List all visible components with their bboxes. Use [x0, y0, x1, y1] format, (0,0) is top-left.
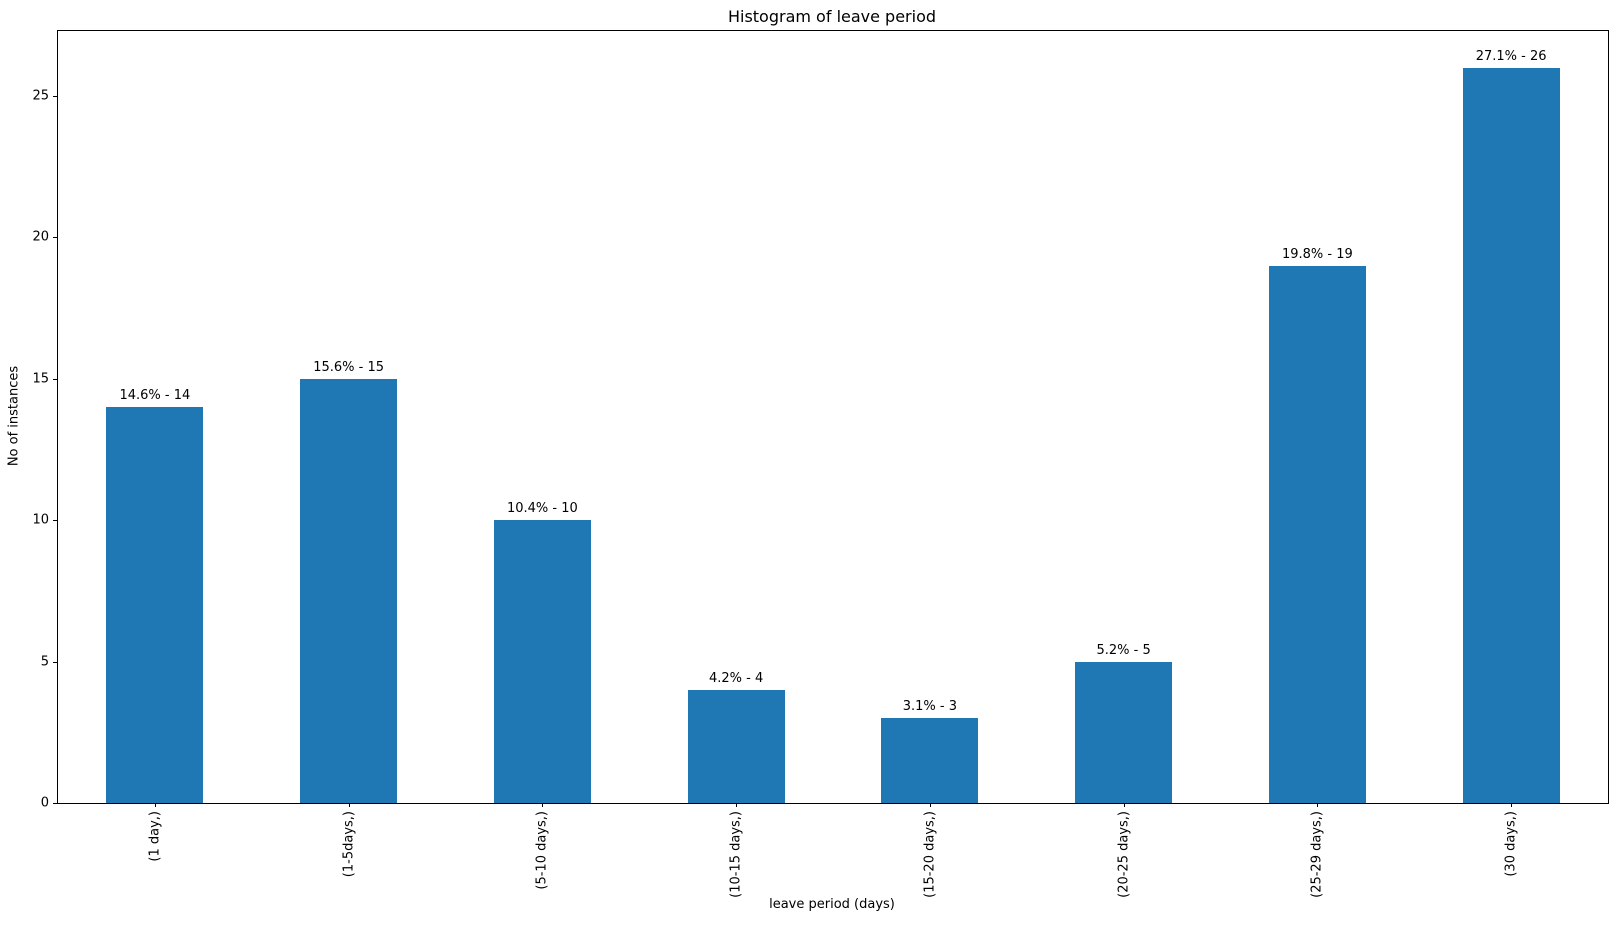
bar [1462, 67, 1560, 803]
y-tick-mark [53, 96, 57, 98]
bar [300, 378, 398, 803]
bar-value-label: 4.2% - 4 [708, 670, 764, 686]
bar-value-label: 5.2% - 5 [1096, 642, 1151, 658]
bar-value-label: 10.4% - 10 [506, 501, 578, 517]
x-tick-label: (10-15 days,) [728, 811, 744, 898]
x-tick-mark [929, 803, 931, 807]
bar-value-label: 19.8% - 19 [1281, 246, 1353, 262]
bar [106, 407, 204, 803]
y-tick-mark [53, 237, 57, 239]
x-tick-mark [348, 803, 350, 807]
y-tick-mark [53, 803, 57, 804]
x-tick-label: (15-20 days,) [922, 811, 938, 898]
y-tick-label: 0 [40, 795, 49, 811]
chart-title: Histogram of leave period [727, 7, 937, 26]
bar [687, 689, 785, 803]
y-tick-label: 20 [32, 229, 49, 245]
x-tick-label: (25-29 days,) [1309, 811, 1325, 898]
x-tick-label: (5-10 days,) [534, 811, 550, 890]
y-tick-label: 15 [32, 371, 49, 387]
bar [881, 718, 979, 803]
y-axis-label: No of instances [6, 365, 22, 467]
bar-value-label: 15.6% - 15 [313, 359, 385, 375]
x-tick-label: (20-25 days,) [1116, 811, 1132, 898]
y-tick-label: 10 [32, 512, 49, 528]
y-tick-mark [53, 520, 57, 522]
x-tick-mark [542, 803, 544, 807]
x-tick-mark [736, 803, 738, 807]
x-tick-mark [1511, 803, 1513, 807]
x-tick-label: (1 day,) [147, 811, 163, 862]
plot-area: 0 5 10 15 20 25 14.6% - 14 (1 day,) 15.6% - 15 (1… [32, 30, 1609, 898]
bar-value-label: 3.1% - 3 [902, 699, 958, 715]
bar [493, 520, 591, 803]
x-tick-mark [1123, 803, 1125, 807]
y-tick-label: 5 [40, 654, 49, 670]
y-tick-mark [53, 378, 57, 380]
bar-value-label: 27.1% - 26 [1475, 48, 1547, 64]
x-axis-label: leave period (days) [769, 897, 895, 912]
y-tick-mark [53, 661, 57, 663]
x-tick-label: (1-5days,) [341, 811, 357, 878]
bar [1268, 265, 1366, 803]
y-tick-label: 25 [32, 88, 49, 104]
x-tick-mark [154, 803, 156, 807]
bar [1075, 661, 1173, 803]
bar-value-label: 14.6% - 14 [119, 388, 191, 404]
x-tick-mark [1317, 803, 1319, 807]
x-tick-label: (30 days,) [1503, 811, 1519, 877]
